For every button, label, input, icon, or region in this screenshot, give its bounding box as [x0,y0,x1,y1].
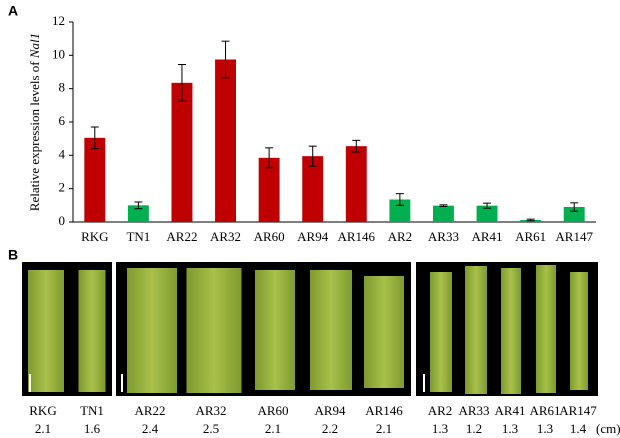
sample-name: AR94 [314,403,346,418]
sample-name: TN1 [80,403,104,418]
y-tick-label: 4 [59,146,66,161]
y-tick-label: 0 [59,213,66,228]
panel-label: B [8,247,18,263]
x-tick-label: AR147 [555,229,593,244]
bar [84,137,106,222]
sample-name: AR61 [529,403,560,418]
y-axis-label: Relative expression levels of Nal1 [27,33,42,211]
bar [389,199,411,222]
x-tick-label: AR61 [515,229,546,244]
sample-name: AR146 [365,403,403,418]
bar [476,205,498,222]
bar [215,59,237,222]
leaf-width: 1.4 [570,421,587,436]
sample-name: AR60 [257,403,288,418]
leaf-width: 2.1 [265,421,281,436]
leaf [310,270,352,390]
sample-name: AR41 [494,403,525,418]
x-tick-label: AR94 [297,229,329,244]
leaf [127,268,177,393]
x-tick-label: AR2 [388,229,413,244]
leaf-width: 1.6 [84,421,101,436]
bar [127,205,149,222]
sample-name: AR2 [428,403,453,418]
leaf-width: 2.5 [203,421,219,436]
leaf [536,265,556,393]
leaf [570,272,588,390]
leaf [186,268,242,393]
x-tick-label: AR41 [472,229,503,244]
x-tick-label: AR33 [428,229,459,244]
bar [563,207,585,222]
y-tick-label: 6 [59,113,66,128]
y-label-text: Relative expression levels of [27,61,42,211]
sample-name: AR32 [195,403,226,418]
leaf [465,266,487,394]
x-tick-label: AR32 [210,229,241,244]
x-tick-label: TN1 [126,229,150,244]
leaf [501,268,521,394]
sample-name: AR147 [559,403,597,418]
y-tick-label: 2 [59,180,66,195]
leaf-width: 1.3 [537,421,553,436]
leaf [430,272,452,392]
bar [171,82,193,222]
unit-label: (cm) [596,421,620,436]
bar [432,205,454,222]
y-tick-label: 8 [59,80,66,95]
leaf-width: 1.2 [466,421,482,436]
bar [302,156,324,222]
bar [258,157,280,222]
x-tick-label: AR60 [254,229,285,244]
leaf [78,270,106,392]
leaf [255,270,295,390]
y-label-gene: Nal1 [27,33,42,59]
panel-label: A [8,3,18,19]
sample-name: AR33 [458,403,489,418]
leaf-width: 2.4 [142,421,159,436]
sample-name: AR22 [134,403,165,418]
x-tick-label: AR22 [166,229,197,244]
y-tick-label: 10 [52,46,65,61]
x-tick-label: RKG [81,229,108,244]
leaf-width: 2.1 [35,421,51,436]
x-tick-label: AR146 [338,229,376,244]
leaf-width: 1.3 [432,421,448,436]
sample-name: RKG [29,403,56,418]
leaf-width: 1.3 [502,421,518,436]
leaf [364,276,404,388]
leaf-width: 2.1 [376,421,392,436]
leaf-width: 2.2 [322,421,338,436]
leaf [28,270,64,392]
bar [345,146,367,222]
y-tick-label: 12 [52,13,65,28]
